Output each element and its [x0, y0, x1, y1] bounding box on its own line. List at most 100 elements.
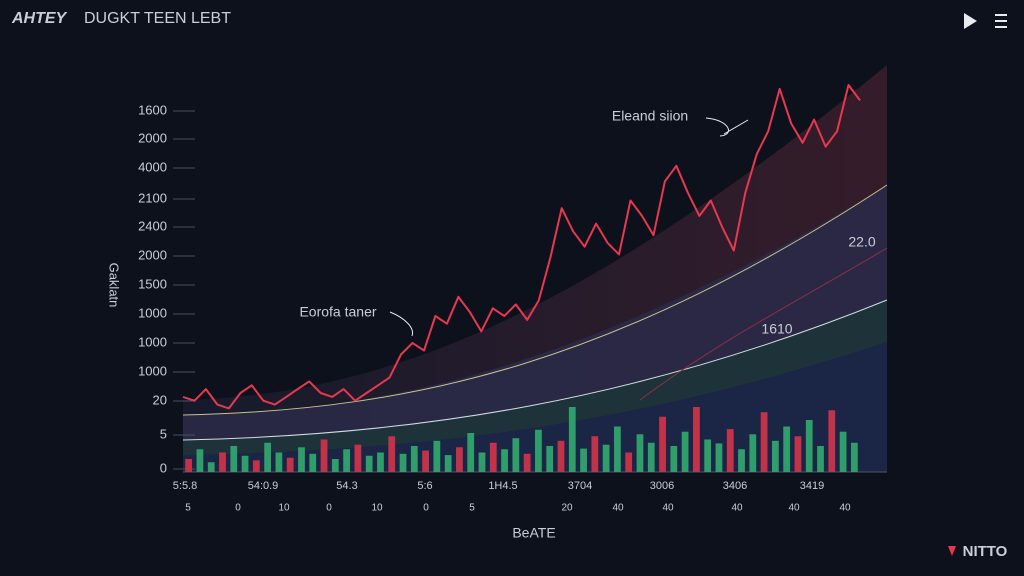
volume-bar: [219, 452, 226, 472]
volume-bar: [275, 452, 283, 472]
volume-bar: [850, 442, 858, 472]
x-sublabel: 20: [561, 503, 573, 514]
volume-bar: [501, 449, 508, 472]
volume-bar: [365, 455, 373, 472]
x-sublabel: 40: [788, 503, 800, 514]
play-button[interactable]: [964, 13, 977, 29]
volume-bar: [410, 446, 418, 472]
volume-bar: [456, 447, 463, 472]
brand: NITTO: [963, 543, 1008, 560]
y-tick-label: 2000: [138, 247, 167, 262]
volume-bar: [478, 452, 486, 472]
volume-bar: [602, 444, 610, 472]
volume-bar: [230, 446, 238, 472]
volume-bar: [625, 452, 633, 472]
x-tick-label: 5:6: [417, 480, 432, 492]
annotation: Eleand siion: [612, 108, 688, 124]
volume-bar: [535, 429, 542, 472]
volume-bar: [794, 436, 802, 472]
x-tick-label: 3419: [800, 480, 824, 492]
y-tick-label: 2100: [138, 190, 167, 205]
volume-bar: [546, 446, 554, 472]
x-sublabel: 0: [326, 503, 332, 514]
annotation-arrow: [389, 311, 414, 337]
volume-bar: [433, 440, 441, 472]
y-tick-label: 0: [160, 460, 167, 475]
x-axis-title: BeATE: [512, 525, 555, 541]
x-sublabel: 10: [371, 503, 383, 514]
volume-bar: [805, 420, 813, 472]
volume-bar: [422, 450, 429, 472]
y-tick-label: 4000: [138, 159, 167, 174]
volume-bar: [185, 459, 193, 472]
volume-bar: [241, 455, 249, 472]
y-tick-label: 2400: [138, 218, 167, 233]
y-tick-label: 1000: [138, 334, 167, 349]
volume-bar: [196, 449, 204, 472]
volume-bar: [320, 439, 328, 472]
annotation: 22.0: [848, 234, 875, 250]
x-tick-label: 3704: [568, 480, 592, 492]
volume-bar: [693, 407, 700, 472]
band-edge: [182, 184, 888, 416]
x-sublabel: 40: [839, 503, 851, 514]
volume-bar: [568, 407, 576, 472]
y-tick-label: 20: [153, 392, 167, 407]
x-sublabel: 0: [423, 503, 429, 514]
volume-bar: [647, 442, 655, 472]
band-edge: [639, 247, 888, 401]
volume-bar: [399, 453, 407, 472]
y-tick-label: 2000: [138, 130, 167, 145]
volume-bar: [298, 447, 305, 472]
x-sublabel: 5: [185, 503, 191, 514]
volume-bar: [659, 416, 666, 472]
volume-bar: [591, 436, 599, 472]
y-tick-label: 1000: [138, 363, 167, 378]
y-tick-label: 1500: [138, 276, 167, 291]
app-subtitle: DUGKT TEEN LEBT: [84, 10, 231, 27]
volume-bar: [771, 440, 779, 472]
volume-bar: [636, 434, 644, 472]
volume-bar: [252, 460, 260, 472]
volume-bar: [749, 434, 757, 472]
volume-bar: [331, 459, 339, 472]
y-tick-label: 5: [160, 426, 167, 441]
volume-bar: [557, 440, 565, 472]
x-tick-label: 54:0.9: [248, 480, 279, 492]
x-sublabel: 5: [469, 503, 475, 514]
price-line: [182, 84, 861, 410]
volume-bar: [839, 431, 847, 472]
menu-button[interactable]: [995, 14, 1007, 28]
brand-icon: [948, 546, 956, 556]
band-edge: [182, 299, 888, 441]
volume-bar: [523, 453, 531, 472]
volume-bar: [286, 457, 294, 472]
volume-bar: [738, 449, 745, 472]
volume-bar: [614, 426, 621, 472]
volume-bar: [467, 433, 475, 472]
annotation: Eorofa taner: [299, 304, 376, 320]
y-tick-label: 1600: [138, 102, 167, 117]
y-tick-label: 1000: [138, 305, 167, 320]
volume-bar: [704, 439, 712, 472]
volume-bar: [377, 452, 384, 472]
x-tick-label: 54.3: [336, 480, 357, 492]
volume-bar: [343, 449, 350, 472]
x-sublabel: 10: [278, 503, 290, 514]
volume-bar: [512, 438, 520, 472]
volume-bar: [715, 443, 723, 472]
volume-bar: [828, 410, 836, 472]
x-sublabel: 40: [731, 503, 743, 514]
volume-bar: [264, 442, 272, 472]
volume-bar: [681, 431, 689, 472]
volume-bar: [309, 453, 317, 472]
x-tick-label: 3406: [723, 480, 747, 492]
x-tick-label: 3006: [650, 480, 674, 492]
volume-bar: [444, 455, 452, 472]
volume-bar: [388, 436, 396, 472]
volume-bar: [207, 462, 215, 472]
volume-bar: [489, 442, 497, 472]
volume-bar: [783, 426, 791, 472]
x-tick-label: 1H4.5: [488, 480, 517, 492]
